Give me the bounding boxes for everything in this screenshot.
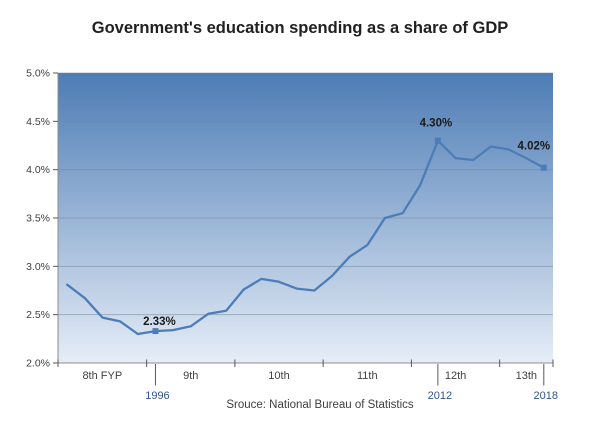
- x-axis-period-label: 13th: [516, 370, 537, 382]
- data-annotation-label: 4.02%: [517, 141, 550, 153]
- x-axis-period-label: 12th: [445, 370, 466, 382]
- y-axis-tick-label: 2.0%: [26, 358, 50, 370]
- y-axis-tick-label: 4.5%: [26, 116, 50, 128]
- x-axis-period-label: 8th FYP: [82, 370, 122, 382]
- y-axis-tick-label: 5.0%: [26, 68, 50, 80]
- source-note: Srouce: National Bureau of Statistics: [226, 399, 414, 411]
- year-label: 2018: [534, 390, 558, 402]
- x-axis-period-label: 10th: [268, 370, 289, 382]
- y-axis-tick-label: 2.5%: [26, 309, 50, 321]
- data-annotation-label: 4.30%: [420, 118, 453, 130]
- chart-title: Government's education spending as a sha…: [91, 19, 509, 37]
- data-point-marker: [152, 328, 159, 335]
- x-axis-period-label: 11th: [357, 370, 378, 382]
- y-axis-tick-label: 4.0%: [26, 164, 50, 176]
- data-point-marker: [540, 164, 547, 171]
- year-label: 2012: [428, 390, 452, 402]
- x-axis-period-label: 9th: [183, 370, 198, 382]
- year-label: 1996: [145, 390, 169, 402]
- data-line: [66, 139, 545, 336]
- y-axis-tick-label: 3.5%: [26, 213, 50, 225]
- data-point-marker: [434, 137, 441, 144]
- y-axis-tick-label: 3.0%: [26, 261, 50, 273]
- data-annotation-label: 2.33%: [143, 316, 176, 328]
